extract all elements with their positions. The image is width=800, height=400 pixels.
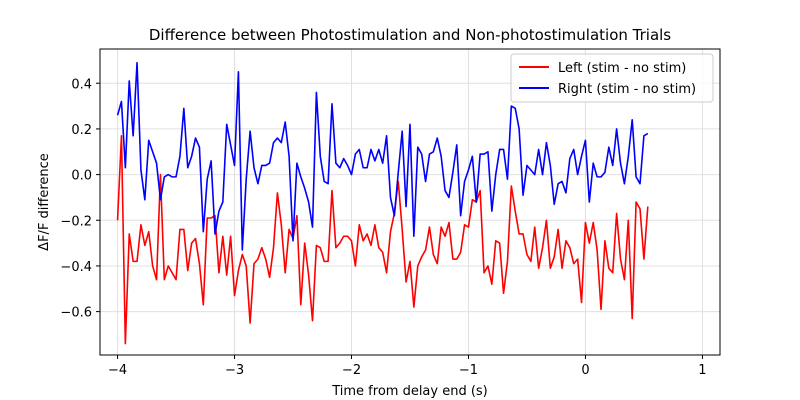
y-tick-label: 0.4 [71,77,92,92]
y-axis-label: ΔF/F difference [37,153,52,251]
legend-label-right: Right (stim - no stim) [558,82,696,97]
legend-box [510,53,714,103]
y-tick-label: 0.2 [71,123,92,138]
axis-ticks: −4 −3 −2 −1 0 1 −0.6 −0.4 −0.2 0.0 0.2 0.4 [60,77,706,378]
x-tick-label: −4 [108,363,127,378]
y-tick-label: −0.2 [60,214,92,229]
x-tick-label: −1 [459,363,478,378]
x-axis-label: Time from delay end (s) [331,384,488,399]
x-tick-label: −3 [225,363,244,378]
right-stim-series-line [116,61,649,251]
y-tick-label: 0.0 [71,169,92,184]
x-tick-label: 1 [698,363,706,378]
legend: Left (stim - no stim) Right (stim - no s… [510,53,714,103]
x-tick-label: −2 [342,363,361,378]
x-tick-label: 0 [581,363,589,378]
legend-label-left: Left (stim - no stim) [558,61,686,76]
y-tick-label: −0.4 [60,260,92,275]
y-tick-label: −0.6 [60,306,92,321]
chart-title: Difference between Photostimulation and … [149,26,671,44]
plot-frame [99,48,721,356]
left-stim-series-line [116,134,649,345]
series-lines [116,61,649,345]
